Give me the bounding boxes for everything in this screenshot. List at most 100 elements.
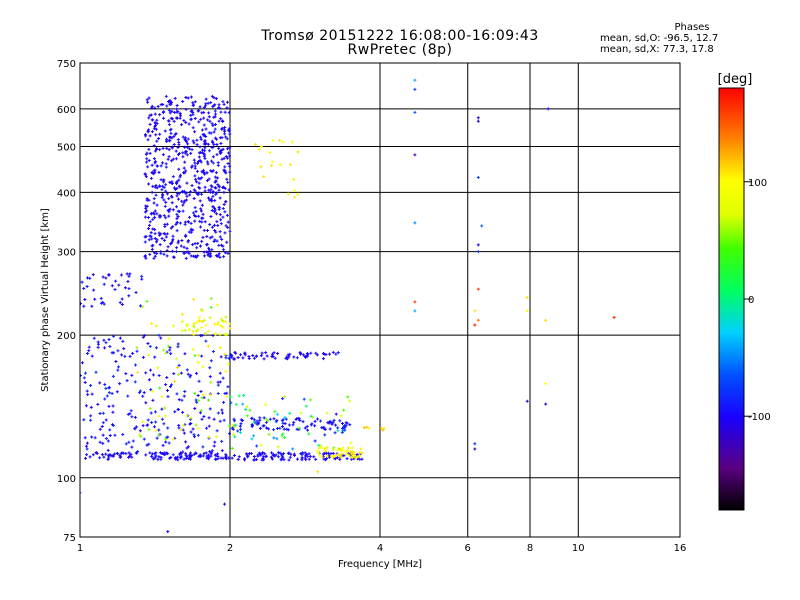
data-point bbox=[413, 300, 417, 304]
data-point bbox=[192, 435, 196, 439]
data-point bbox=[227, 151, 231, 155]
data-point bbox=[197, 155, 201, 159]
data-point bbox=[162, 116, 166, 120]
data-point bbox=[227, 188, 231, 192]
data-point bbox=[258, 147, 262, 151]
data-point bbox=[211, 141, 215, 145]
data-point bbox=[187, 220, 191, 224]
data-point bbox=[143, 173, 147, 177]
data-point bbox=[174, 205, 178, 209]
data-point bbox=[80, 280, 84, 284]
chart-subtitle: RwPretec (8p) bbox=[347, 42, 453, 58]
data-point bbox=[322, 425, 326, 429]
data-point bbox=[413, 110, 417, 114]
data-point bbox=[166, 119, 170, 123]
data-point bbox=[315, 353, 319, 357]
data-point bbox=[210, 209, 214, 213]
data-point bbox=[276, 455, 280, 459]
data-point bbox=[215, 137, 219, 141]
data-point bbox=[135, 349, 139, 353]
data-point bbox=[214, 179, 218, 183]
data-point bbox=[290, 140, 294, 144]
data-point bbox=[183, 160, 187, 164]
data-point bbox=[149, 388, 153, 392]
data-point bbox=[208, 119, 212, 123]
data-point bbox=[128, 272, 132, 276]
data-point bbox=[136, 450, 140, 454]
data-point bbox=[152, 457, 156, 461]
data-point bbox=[120, 273, 124, 277]
data-point bbox=[186, 137, 190, 141]
data-point bbox=[181, 450, 185, 454]
data-point bbox=[162, 238, 166, 242]
data-point bbox=[349, 441, 353, 445]
data-point bbox=[213, 115, 217, 119]
data-point bbox=[167, 337, 171, 341]
data-point bbox=[271, 452, 275, 456]
data-point bbox=[155, 118, 159, 122]
data-point bbox=[147, 378, 151, 382]
data-point bbox=[217, 184, 221, 188]
data-point bbox=[216, 452, 220, 456]
data-point bbox=[159, 178, 163, 182]
data-point bbox=[314, 351, 318, 355]
data-point bbox=[215, 142, 219, 146]
data-point bbox=[189, 190, 193, 194]
data-point bbox=[116, 368, 120, 372]
data-point bbox=[338, 457, 342, 461]
phase-colorbar: [deg] 100 0 -100 bbox=[718, 72, 771, 511]
data-point bbox=[525, 296, 529, 300]
data-point bbox=[147, 182, 151, 186]
data-point bbox=[213, 206, 217, 210]
data-point bbox=[211, 205, 215, 209]
data-point bbox=[150, 237, 154, 241]
colorbar-tick-label: 0 bbox=[748, 295, 754, 306]
data-point bbox=[165, 146, 169, 150]
data-point bbox=[213, 453, 217, 457]
data-point bbox=[329, 454, 333, 458]
data-point bbox=[199, 137, 203, 141]
data-point bbox=[152, 251, 156, 255]
data-point bbox=[278, 451, 282, 455]
data-point bbox=[163, 225, 167, 229]
data-point bbox=[181, 135, 185, 139]
data-point bbox=[189, 430, 193, 434]
data-point bbox=[160, 188, 164, 192]
data-point bbox=[244, 408, 248, 412]
data-point bbox=[206, 229, 210, 233]
data-point bbox=[190, 165, 194, 169]
data-point bbox=[224, 315, 228, 319]
data-point bbox=[220, 439, 224, 443]
data-point bbox=[102, 338, 106, 342]
data-point bbox=[191, 427, 195, 431]
data-point bbox=[243, 458, 247, 462]
data-point bbox=[201, 148, 205, 152]
data-point bbox=[192, 214, 196, 218]
data-point bbox=[150, 104, 154, 108]
data-point bbox=[153, 209, 157, 213]
data-point bbox=[322, 457, 326, 461]
data-point bbox=[162, 348, 166, 352]
data-point bbox=[210, 199, 214, 203]
data-point bbox=[173, 456, 177, 460]
data-point bbox=[194, 451, 198, 455]
data-point bbox=[107, 391, 111, 395]
data-point bbox=[241, 356, 245, 360]
data-point bbox=[222, 400, 226, 404]
data-point bbox=[308, 454, 312, 458]
data-point bbox=[219, 117, 223, 121]
data-point bbox=[276, 412, 280, 416]
data-point bbox=[92, 288, 96, 292]
data-point bbox=[546, 107, 550, 111]
data-point bbox=[209, 454, 213, 458]
data-point bbox=[126, 279, 130, 283]
data-point bbox=[162, 453, 166, 457]
data-point bbox=[151, 389, 155, 393]
data-point bbox=[141, 355, 145, 359]
data-point bbox=[186, 445, 190, 449]
data-point bbox=[280, 434, 284, 438]
data-point bbox=[199, 225, 203, 229]
data-point bbox=[280, 425, 284, 429]
data-point bbox=[149, 212, 153, 216]
data-point bbox=[162, 252, 166, 256]
